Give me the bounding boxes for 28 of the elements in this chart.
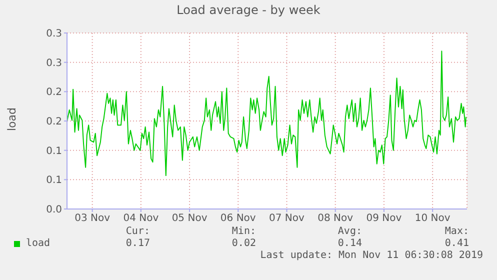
x-tick-label: 10 Nov: [414, 213, 450, 224]
x-tick-label: 04 Nov: [123, 213, 159, 224]
text: 0.14: [338, 238, 362, 249]
y-tick-label: 0.3: [46, 28, 62, 40]
x-tick-label: 08 Nov: [318, 213, 354, 224]
y-tick-label: 0.1: [46, 175, 62, 186]
text: Max:: [444, 226, 469, 237]
text: Avg:: [338, 226, 362, 237]
x-tick-label: 05 Nov: [172, 213, 208, 224]
y-tick-label: 0.2: [46, 116, 62, 128]
y-tick-label: 0.1: [46, 146, 62, 157]
x-tick-label: 09 Nov: [366, 213, 402, 224]
y-tick-label: 0.3: [46, 58, 62, 69]
legend-label: load: [26, 238, 50, 249]
chart-title: Load average - by week: [176, 3, 322, 17]
text: Cur:: [126, 226, 150, 237]
y-tick-label: 0.2: [46, 87, 62, 98]
y-tick-label: 0.0: [46, 204, 62, 216]
text: Last update: Mon Nov 11 06:30:08 2019: [260, 250, 483, 261]
text: 0.02: [232, 238, 256, 249]
x-tick-label: 06 Nov: [220, 213, 256, 224]
line-series: [67, 50, 466, 176]
text: 0.41: [444, 238, 469, 249]
text: Min:: [232, 226, 256, 237]
y-axis-title: load: [6, 107, 18, 131]
x-tick-label: 03 Nov: [74, 213, 110, 224]
x-tick-label: 07 Nov: [269, 213, 305, 224]
text: 0.17: [126, 238, 150, 249]
